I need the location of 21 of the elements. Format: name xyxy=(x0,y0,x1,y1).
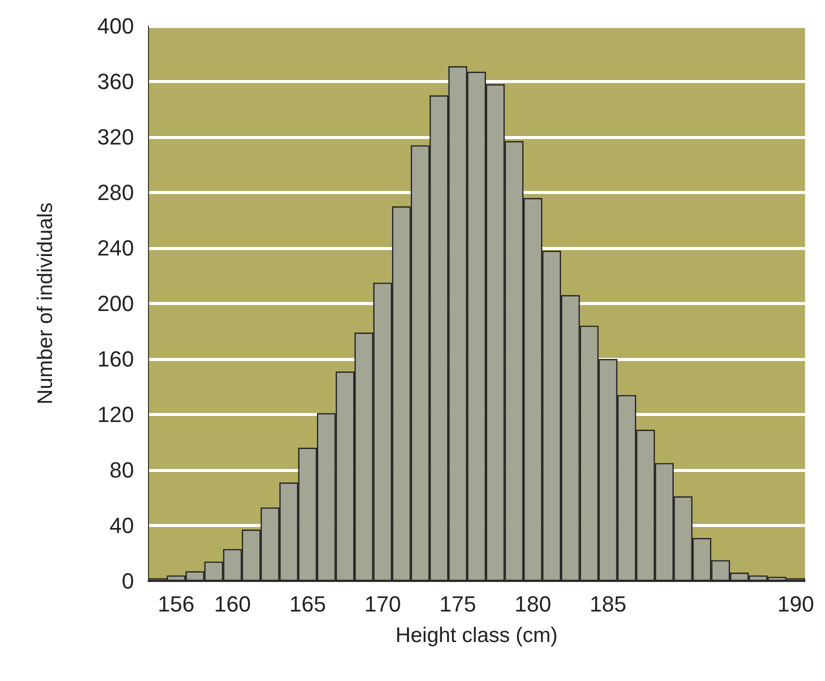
y-tick-label: 240 xyxy=(97,236,134,260)
x-tick-label: 180 xyxy=(514,592,552,616)
x-tick-label: 175 xyxy=(439,592,476,616)
y-tick-label: 160 xyxy=(97,346,134,372)
y-axis-title: Number of individuals xyxy=(34,202,57,404)
y-tick-label: 0 xyxy=(122,568,134,594)
y-tick-label: 400 xyxy=(97,14,134,38)
x-tick-label: 170 xyxy=(364,592,402,616)
x-tick-label: 190 xyxy=(777,592,814,616)
y-tick-label: 320 xyxy=(97,124,134,150)
y-tick-label: 280 xyxy=(97,180,134,205)
x-tick-label: 185 xyxy=(590,592,626,616)
y-tick-label: 360 xyxy=(97,69,134,94)
y-tick-label: 200 xyxy=(97,291,134,316)
x-axis-title: Height class (cm) xyxy=(395,624,558,647)
y-tick-label: 120 xyxy=(97,402,134,427)
y-tick-label: 80 xyxy=(110,458,134,482)
x-tick-label: 156 xyxy=(158,592,195,616)
x-tick-label: 160 xyxy=(214,592,251,616)
y-tick-label: 40 xyxy=(110,513,134,538)
x-tick-label: 165 xyxy=(289,592,326,616)
